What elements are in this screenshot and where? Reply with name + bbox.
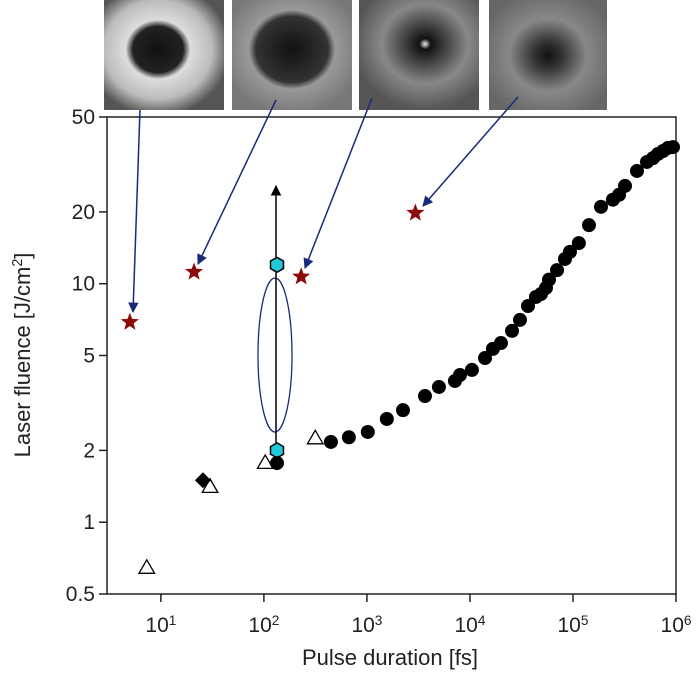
x-axis-label: Pulse duration [fs] [302,645,478,670]
plot-layer: 101 102 103 104 105 106 0.5 1 2 5 10 20 50 [66,106,692,637]
circle-point [550,263,565,278]
circle-point [505,323,520,338]
triangle-point [201,477,219,494]
circle-point [629,163,644,178]
star-point [292,267,311,285]
circle-point [379,411,394,426]
circle-point [593,199,608,214]
y-tick-label: 20 [72,201,95,224]
circle-point [478,351,493,366]
y-tick-label: 1 [83,511,95,534]
hexagon-point [269,442,285,459]
y-axis-label: Laser fluence [J/cm2] [10,253,35,458]
y-tick-label: 5 [83,345,95,368]
x-tick-label: 103 [351,613,382,638]
micrograph [104,0,224,110]
x-tick-label: 106 [661,613,692,638]
circle-point [618,178,633,193]
annotation-ellipse [257,277,293,433]
circle-point [464,362,479,377]
diamond-point [194,472,211,489]
x-tick-label: 104 [454,613,485,638]
circle-point [396,403,411,418]
circle-point [521,299,536,314]
triangle-point [256,453,275,470]
circle-point [431,379,446,394]
circle-point [341,430,356,445]
pointer-arrow [422,96,519,207]
y-tick-label: 10 [72,273,95,296]
y-tick-label: 0.5 [66,583,95,606]
circle-point [269,456,284,471]
circle-point [360,424,375,439]
star-point [120,312,139,330]
hexagon-point [269,256,285,274]
circle-point [493,336,508,351]
circle-point [541,272,556,287]
circle-point [665,140,680,155]
pointer-arrow [128,109,141,314]
triangle-point [306,428,325,445]
plot-frame [106,116,677,595]
triangle-point [137,558,156,574]
circle-point [512,312,527,327]
circle-point [323,434,338,449]
pointer-arrow [303,97,373,269]
micrograph [359,0,479,110]
micrograph [489,0,607,110]
x-tick-label: 102 [248,613,279,638]
star-point [185,262,204,280]
micrograph [232,0,352,110]
x-tick-label: 105 [557,613,588,638]
y-tick-label: 50 [72,106,95,129]
circle-point [571,236,586,251]
circle-point [452,368,467,383]
pointer-arrow [197,99,277,265]
y-tick-label: 2 [83,439,95,462]
x-tick-label: 101 [145,613,176,638]
circle-point [581,218,596,233]
circle-point [417,389,432,404]
star-point [406,203,425,221]
circle-point [562,244,577,259]
